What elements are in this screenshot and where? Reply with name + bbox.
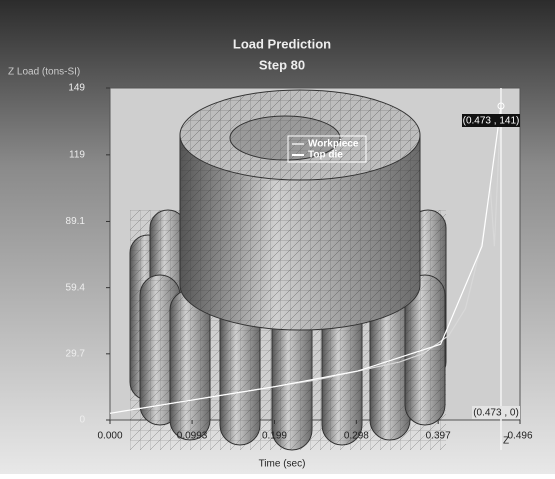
annotation: (0.473 , 0) [473,408,519,419]
y-tick-label: 149 [68,83,85,94]
annotation: Z [503,436,509,447]
x-axis-label: Time (sec) [259,459,306,470]
x-tick-label: 0.000 [97,431,122,442]
legend-label: Top die [308,150,343,161]
x-tick-label: 0.0993 [177,431,208,442]
chart-subtitle: Step 80 [259,57,305,72]
x-tick-label: 0.496 [507,431,532,442]
y-tick-label: 89.1 [66,216,86,227]
legend-label: Workpiece [308,139,359,150]
x-tick-label: 0.298 [344,431,369,442]
x-tick-label: 0.199 [262,431,287,442]
chart-title: Load Prediction [233,36,331,51]
x-tick-label: 0.397 [426,431,451,442]
annotation: (0.473 , 141) [463,116,520,127]
y-tick-label: 29.7 [66,348,86,359]
y-tick-label: 119 [69,149,85,160]
chart: Load Prediction Step 80 Z Load (tons-SI)… [0,0,555,474]
y-axis-label: Z Load (tons-SI) [8,67,80,78]
y-tick-label: 59.4 [66,282,86,293]
y-tick-label: 0 [79,415,85,426]
